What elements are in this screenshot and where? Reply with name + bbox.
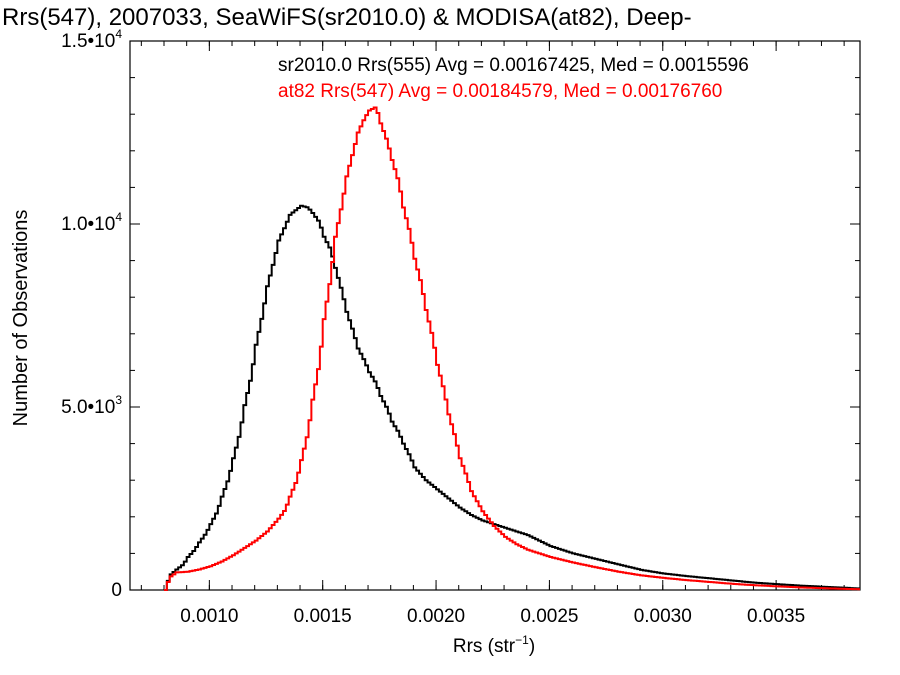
y-axis-label: Number of Observations — [10, 210, 32, 427]
series-lines — [164, 106, 860, 591]
legend-entry-2: at82 Rrs(547) Avg = 0.00184579, Med = 0.… — [278, 81, 722, 102]
y-tick-label: 0 — [111, 580, 122, 601]
x-tick-label: 0.0030 — [634, 606, 692, 627]
plot-frame — [129, 40, 861, 591]
x-tick-label: 0.0025 — [520, 606, 578, 627]
x-tick-label: 0.0015 — [294, 606, 352, 627]
series-line-2 — [164, 106, 860, 591]
y-tick-label: 5.0•103 — [61, 393, 122, 418]
x-tick-label: 0.0035 — [747, 606, 805, 627]
x-axis-ticks: 0.0010 0.0015 0.0020 0.0025 0.0030 0.0035 — [140, 41, 845, 627]
chart-title: Rrs(547), 2007033, SeaWiFS(sr2010.0) & M… — [2, 4, 692, 31]
x-axis-label: Rrs (str−1) — [453, 633, 535, 657]
series-line-1 — [164, 204, 860, 591]
y-tick-label: 1.5•104 — [61, 27, 122, 52]
legend-entry-1: sr2010.0 Rrs(555) Avg = 0.00167425, Med … — [278, 55, 749, 76]
x-tick-label: 0.0020 — [407, 606, 465, 627]
y-axis-ticks: 0 5.0•103 1.0•104 1.5•104 — [61, 27, 860, 601]
y-tick-label: 1.0•104 — [61, 210, 122, 235]
x-tick-label: 0.0010 — [180, 606, 238, 627]
